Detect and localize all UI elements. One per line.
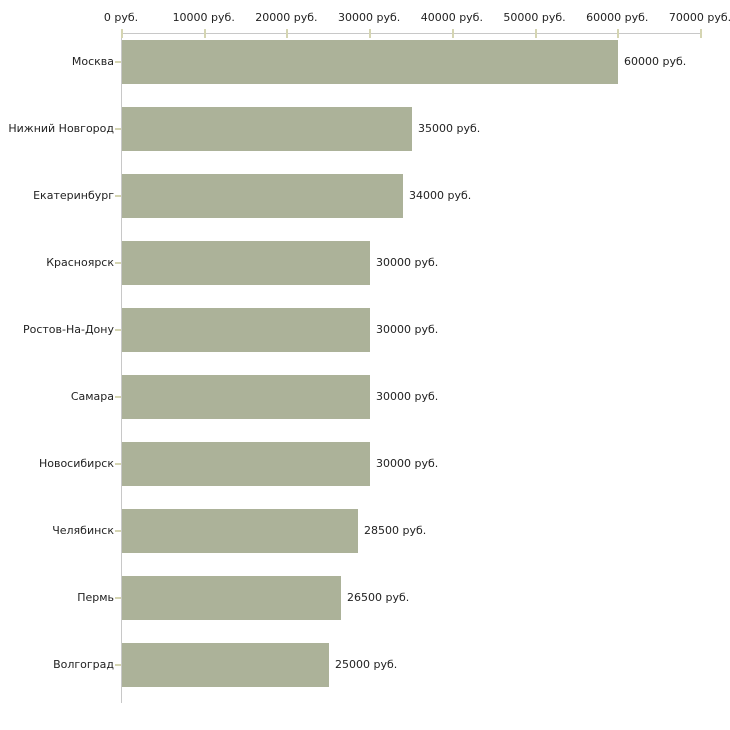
y-tick-mark bbox=[115, 463, 121, 465]
y-tick-mark bbox=[115, 396, 121, 398]
x-tick-mark bbox=[369, 29, 372, 38]
category-label: Красноярск bbox=[46, 256, 114, 269]
bar bbox=[122, 174, 403, 218]
category-label: Ростов-На-Дону bbox=[22, 323, 114, 336]
value-label: 30000 руб. bbox=[376, 390, 439, 403]
x-tick-mark bbox=[121, 29, 123, 38]
x-tick-mark bbox=[617, 29, 620, 38]
y-axis-line bbox=[121, 33, 122, 703]
value-label: 30000 руб. bbox=[376, 457, 439, 470]
bar bbox=[122, 576, 341, 620]
bar bbox=[122, 643, 329, 687]
value-label: 26500 руб. bbox=[347, 591, 410, 604]
x-tick-mark bbox=[286, 29, 289, 38]
x-tick-label: 60000 руб. bbox=[586, 11, 649, 24]
category-label: Пермь bbox=[77, 591, 114, 604]
bar bbox=[122, 241, 370, 285]
value-label: 30000 руб. bbox=[376, 256, 439, 269]
value-label: 34000 руб. bbox=[409, 189, 472, 202]
value-label: 25000 руб. bbox=[335, 658, 398, 671]
bar bbox=[122, 509, 358, 553]
category-label: Волгоград bbox=[53, 658, 114, 671]
x-tick-label: 0 руб. bbox=[103, 11, 139, 24]
x-tick-mark bbox=[451, 29, 454, 38]
x-tick-mark bbox=[534, 29, 537, 38]
y-tick-mark bbox=[115, 664, 121, 666]
x-tick-mark bbox=[700, 29, 702, 38]
y-tick-mark bbox=[115, 329, 121, 331]
x-tick-label: 70000 руб. bbox=[668, 11, 730, 24]
bar bbox=[122, 107, 412, 151]
category-label: Челябинск bbox=[52, 524, 114, 537]
x-tick-mark bbox=[203, 29, 206, 38]
category-label: Екатеринбург bbox=[33, 189, 114, 202]
y-tick-mark bbox=[115, 262, 121, 264]
y-tick-mark bbox=[115, 128, 121, 130]
value-label: 35000 руб. bbox=[418, 122, 481, 135]
category-label: Новосибирск bbox=[38, 457, 114, 470]
y-tick-mark bbox=[115, 530, 121, 532]
bar bbox=[122, 375, 370, 419]
bar bbox=[122, 442, 370, 486]
value-label: 60000 руб. bbox=[624, 55, 687, 68]
x-tick-label: 50000 руб. bbox=[503, 11, 566, 24]
x-tick-label: 40000 руб. bbox=[420, 11, 483, 24]
category-label: Самара bbox=[70, 390, 114, 403]
category-label: Москва bbox=[71, 55, 114, 68]
bar bbox=[122, 308, 370, 352]
x-tick-label: 10000 руб. bbox=[172, 11, 235, 24]
y-tick-mark bbox=[115, 195, 121, 197]
x-axis-line bbox=[121, 33, 701, 34]
y-tick-mark bbox=[115, 597, 121, 599]
value-label: 30000 руб. bbox=[376, 323, 439, 336]
bar bbox=[122, 40, 618, 84]
value-label: 28500 руб. bbox=[364, 524, 427, 537]
category-label: Нижний Новгород bbox=[8, 122, 114, 135]
x-tick-label: 20000 руб. bbox=[255, 11, 318, 24]
x-tick-label: 30000 руб. bbox=[338, 11, 401, 24]
y-tick-mark bbox=[115, 61, 121, 63]
